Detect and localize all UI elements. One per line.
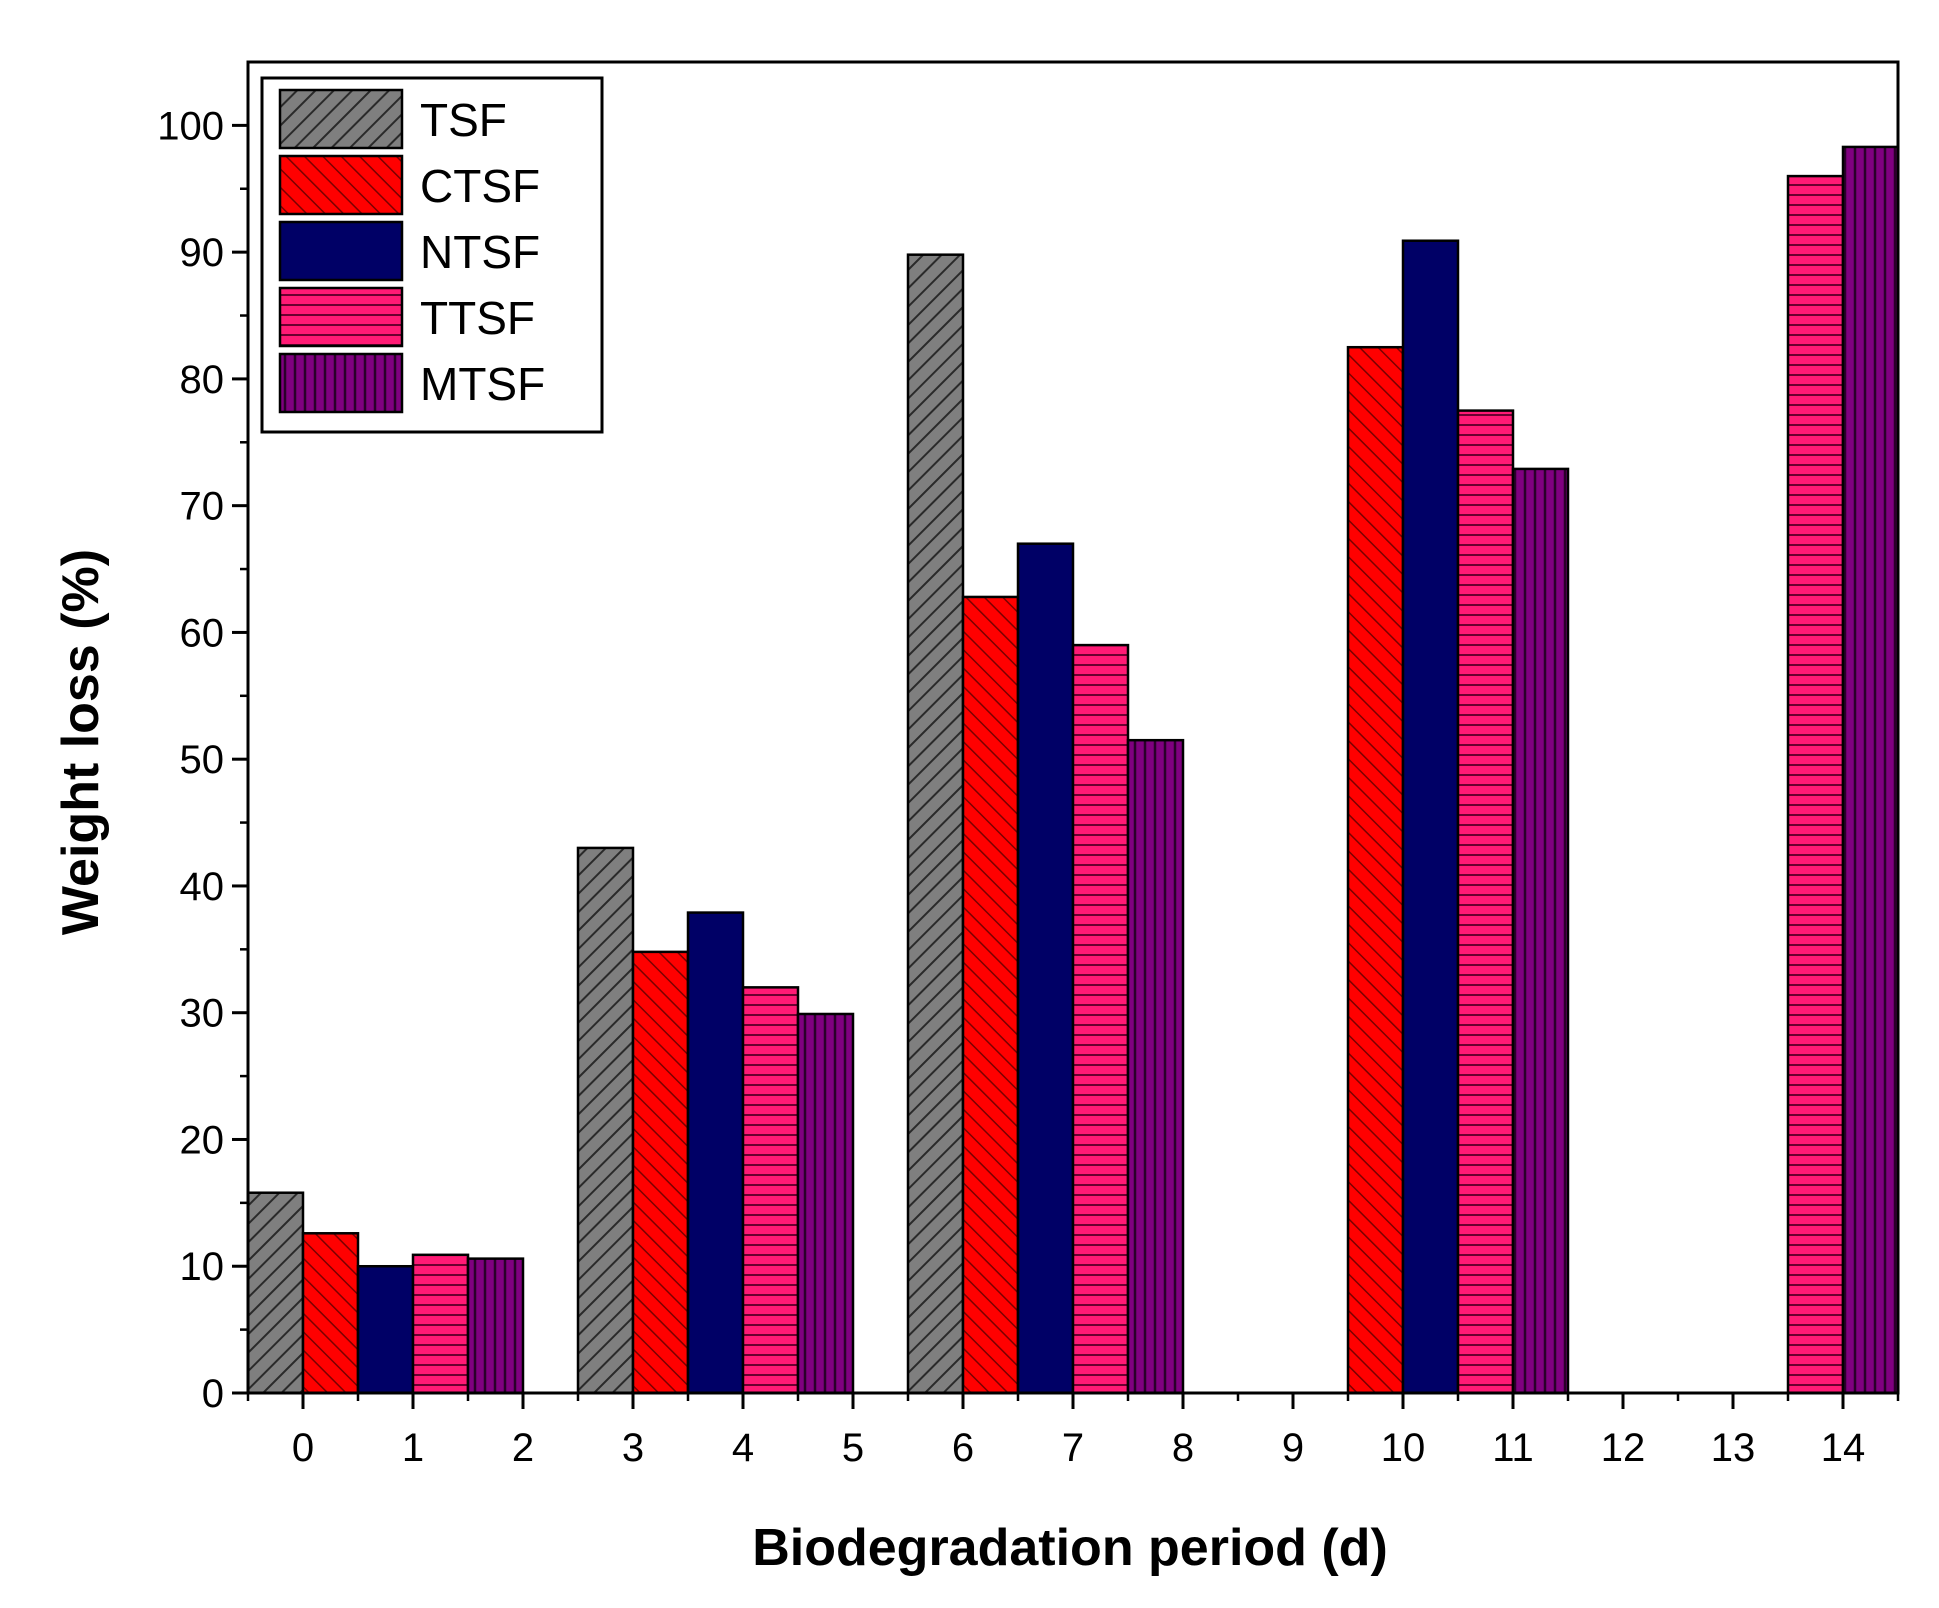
x-tick-label-10: 10 bbox=[1381, 1426, 1426, 1470]
y-axis-title: Weight loss (%) bbox=[52, 549, 110, 935]
legend-swatch-ctsf bbox=[278, 154, 404, 216]
legend-label-ttsf: TTSF bbox=[420, 292, 535, 344]
x-tick-label-13: 13 bbox=[1711, 1426, 1756, 1470]
legend-swatch-ntsf bbox=[278, 220, 404, 282]
legend-swatch-mtsf bbox=[278, 352, 404, 414]
x-tick-label-3: 3 bbox=[622, 1426, 644, 1470]
x-tick-label-0: 0 bbox=[292, 1426, 314, 1470]
y-tick-label-30: 30 bbox=[180, 992, 225, 1036]
x-tick-label-12: 12 bbox=[1601, 1426, 1646, 1470]
y-tick-label-100: 100 bbox=[157, 104, 224, 148]
bar-mtsf-day-14 bbox=[1841, 145, 1900, 1395]
x-tick-label-2: 2 bbox=[512, 1426, 534, 1470]
legend-label-tsf: TSF bbox=[420, 94, 507, 146]
bar-ttsf-day-0 bbox=[411, 1253, 470, 1395]
y-tick-label-40: 40 bbox=[180, 865, 225, 909]
bar-ctsf-day-0 bbox=[301, 1232, 360, 1395]
y-tick-label-90: 90 bbox=[180, 231, 225, 275]
bar-ntsf-day-10 bbox=[1401, 239, 1460, 1395]
legend-swatch-ttsf bbox=[278, 286, 404, 348]
x-tick-label-6: 6 bbox=[952, 1426, 974, 1470]
bar-ctsf-day-3 bbox=[631, 950, 690, 1395]
bar-ttsf-day-6 bbox=[1071, 643, 1130, 1395]
legend-label-mtsf: MTSF bbox=[420, 358, 545, 410]
bar-mtsf-day-6 bbox=[1126, 738, 1185, 1395]
y-tick-label-0: 0 bbox=[202, 1372, 224, 1416]
bar-ntsf-day-3 bbox=[686, 911, 745, 1395]
y-tick-label-70: 70 bbox=[180, 485, 225, 529]
x-tick-label-11: 11 bbox=[1492, 1426, 1534, 1470]
bars-layer bbox=[246, 145, 1900, 1395]
y-tick-label-60: 60 bbox=[180, 611, 225, 655]
x-tick-label-5: 5 bbox=[842, 1426, 864, 1470]
x-tick-label-9: 9 bbox=[1282, 1426, 1304, 1470]
legend-swatch-tsf bbox=[278, 88, 404, 150]
bar-tsf-day-6 bbox=[906, 253, 965, 1395]
legend-label-ctsf: CTSF bbox=[420, 160, 540, 212]
bar-ttsf-day-3 bbox=[741, 986, 800, 1395]
y-tick-label-10: 10 bbox=[180, 1245, 225, 1289]
bar-tsf-day-3 bbox=[576, 846, 635, 1395]
bar-mtsf-day-3 bbox=[796, 1012, 855, 1395]
x-tick-label-14: 14 bbox=[1821, 1426, 1866, 1470]
y-tick-label-50: 50 bbox=[180, 738, 225, 782]
x-tick-label-1: 1 bbox=[402, 1426, 424, 1470]
x-axis-title: Biodegradation period (d) bbox=[752, 1519, 1388, 1577]
bar-ttsf-day-14 bbox=[1786, 174, 1845, 1395]
x-tick-label-7: 7 bbox=[1062, 1426, 1084, 1470]
x-tick-label-4: 4 bbox=[732, 1426, 754, 1470]
legend: TSF CTSF NTSF TTSF MTSF bbox=[260, 76, 604, 434]
legend-label-ntsf: NTSF bbox=[420, 226, 540, 278]
bar-ctsf-day-6 bbox=[961, 595, 1020, 1395]
y-tick-label-80: 80 bbox=[180, 358, 225, 402]
x-tick-label-8: 8 bbox=[1172, 1426, 1194, 1470]
bar-ntsf-day-0 bbox=[356, 1264, 415, 1395]
bar-mtsf-day-10 bbox=[1511, 467, 1570, 1395]
bar-ctsf-day-10 bbox=[1346, 345, 1405, 1395]
bar-ttsf-day-10 bbox=[1456, 409, 1515, 1395]
bar-tsf-day-0 bbox=[246, 1191, 305, 1395]
y-tick-label-20: 20 bbox=[180, 1118, 225, 1162]
bar-ntsf-day-6 bbox=[1016, 542, 1075, 1395]
bar-mtsf-day-0 bbox=[466, 1257, 525, 1395]
